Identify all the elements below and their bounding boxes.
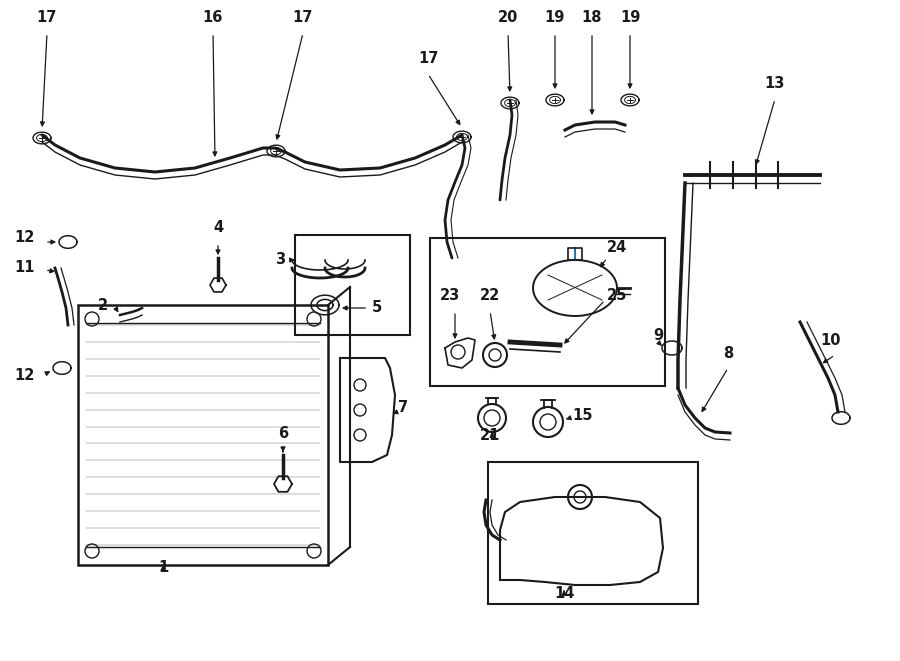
Text: 12: 12 [14, 231, 35, 245]
Text: 5: 5 [372, 301, 382, 315]
Bar [488, 462, 698, 604]
Text: 17: 17 [292, 10, 313, 25]
Text: 19: 19 [620, 10, 640, 25]
Text: 3: 3 [274, 253, 285, 268]
Text: 12: 12 [14, 368, 35, 383]
Text: 4: 4 [213, 220, 223, 235]
Text: 19: 19 [544, 10, 565, 25]
Text: 20: 20 [498, 10, 518, 25]
Text: 6: 6 [278, 426, 288, 441]
Text: 14: 14 [554, 586, 574, 601]
Text: 18: 18 [581, 10, 602, 25]
Text: 10: 10 [820, 333, 841, 348]
Text: 16: 16 [202, 10, 223, 25]
Text: 1: 1 [158, 560, 168, 575]
Text: 7: 7 [398, 401, 408, 416]
Text: 22: 22 [480, 288, 500, 303]
Text: 24: 24 [607, 241, 627, 256]
Text: 25: 25 [607, 288, 627, 303]
Text: 9: 9 [652, 328, 663, 343]
Text: 15: 15 [572, 407, 592, 422]
Bar [295, 235, 410, 335]
Bar [430, 238, 665, 386]
Text: 17: 17 [37, 10, 58, 25]
Text: 8: 8 [723, 346, 734, 361]
Text: 23: 23 [440, 288, 460, 303]
Text: 13: 13 [765, 76, 785, 91]
Text: 2: 2 [98, 297, 108, 313]
Text: 21: 21 [480, 428, 500, 443]
Text: 11: 11 [14, 260, 35, 276]
Bar [78, 305, 328, 565]
Text: 17: 17 [418, 51, 438, 66]
